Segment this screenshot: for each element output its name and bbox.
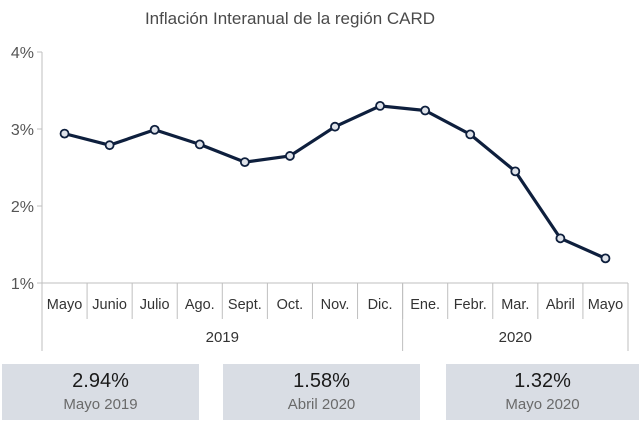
summary-cards: 2.94% Mayo 2019 1.58% Abril 2020 1.32% M… [0,364,640,420]
x-tick-label: Nov. [321,297,350,313]
inflation-line-chart: Inflación Interanual de la región CARD 1… [11,9,629,351]
card-label: Mayo 2019 [63,396,138,413]
card-value: 1.32% [514,370,571,392]
chart-title: Inflación Interanual de la región CARD [145,9,435,28]
x-tick-label: Ago. [185,297,215,313]
x-tick-label: Mayo [47,297,82,313]
y-tick-label: 2% [11,199,34,216]
year-labels: 2019 2020 [206,329,532,346]
data-point [194,139,205,150]
x-tick-label: Sept. [228,297,262,313]
y-tick-labels: 1% 2% 3% 4% [11,45,34,293]
year-label: 2020 [499,329,532,346]
year-label: 2019 [206,329,239,346]
data-point [420,105,431,116]
data-points [59,101,611,264]
data-point [600,253,611,264]
data-point [465,129,476,140]
chart-axes [37,51,629,351]
data-point [510,166,521,177]
data-point [149,124,160,135]
data-point [104,140,115,151]
x-tick-label: Oct. [277,297,304,313]
data-point [239,157,250,168]
x-tick-label: Junio [92,297,127,313]
data-point [330,121,340,132]
x-tick-label: Julio [140,297,170,313]
x-tick-label: Mayo [588,297,623,313]
x-tick-labels: Mayo Junio Julio Ago. Sept. Oct. Nov. Dic. Ene. F… [47,297,623,313]
x-tick-label: Ene. [410,297,440,313]
y-tick-label: 3% [11,122,34,139]
data-point [285,151,295,161]
x-tick-label: Dic. [368,297,393,313]
data-point [555,233,566,244]
card-label: Abril 2020 [287,396,356,413]
summary-card-april-2020: 1.58% Abril 2020 [223,364,420,420]
x-tick-label: Febr. [454,297,487,313]
y-tick-label: 1% [11,276,34,293]
data-point [375,101,385,111]
x-tick-label: Abril [546,297,575,313]
card-value: 2.94% [72,370,129,392]
card-label: Mayo 2020 [505,396,580,413]
y-tick-label: 4% [11,45,34,62]
summary-card-may-2020: 1.32% Mayo 2020 [446,364,639,420]
summary-card-may-2019: 2.94% Mayo 2019 [2,364,199,420]
data-point [59,128,70,139]
x-tick-label: Mar. [501,297,529,313]
card-value: 1.58% [293,370,350,392]
